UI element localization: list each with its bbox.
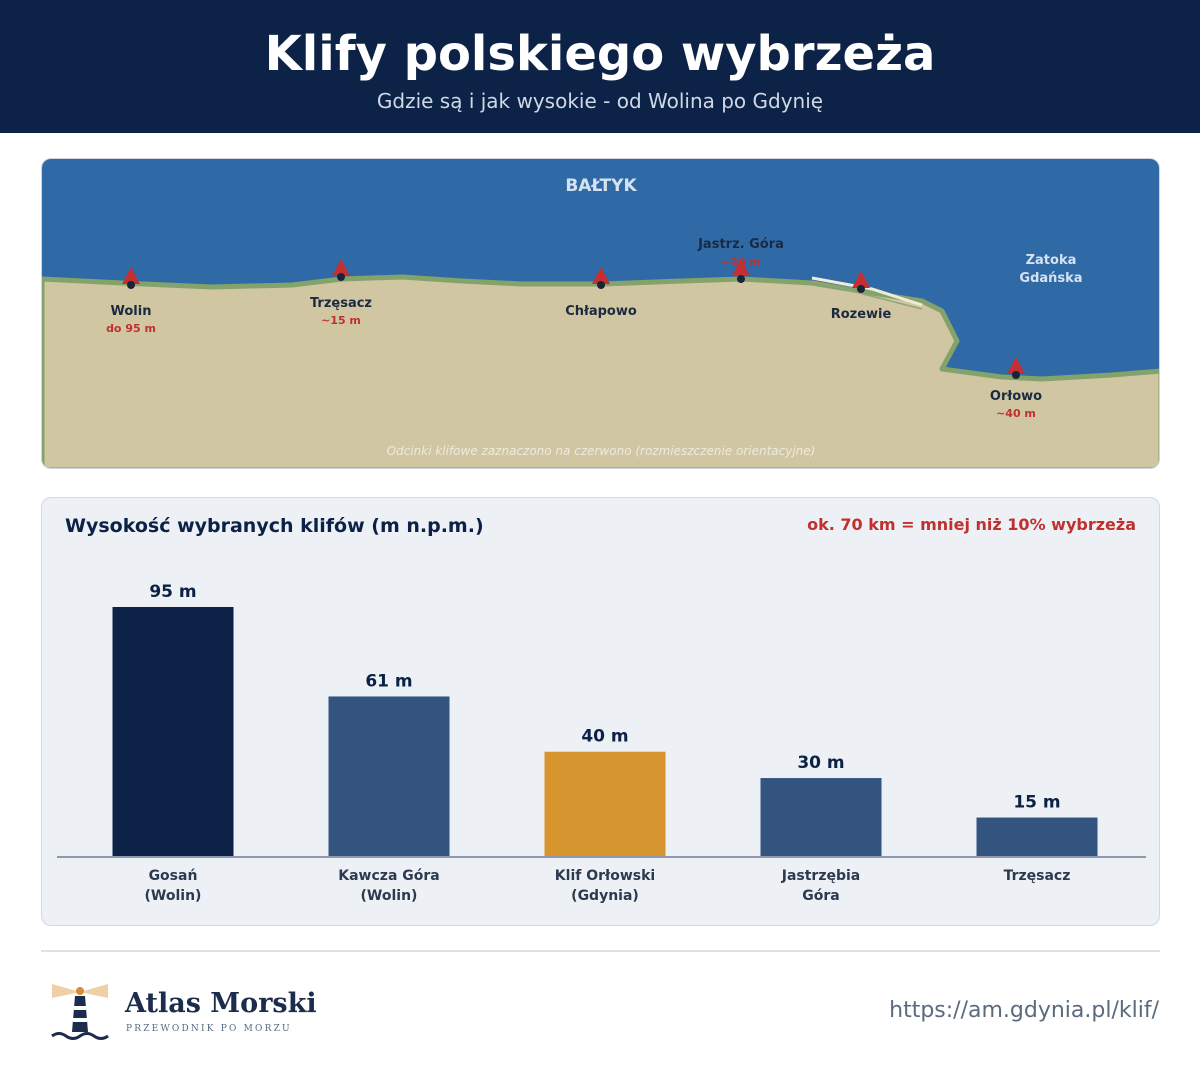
place-dot-chlapowo (597, 281, 605, 289)
footer-divider (41, 950, 1160, 952)
place-dot-jastrzebia (737, 275, 745, 283)
bar-2 (544, 751, 666, 857)
bar-1 (328, 696, 450, 857)
bar-value-label-2: 40 m (581, 727, 628, 747)
brand-name: Atlas Morski (125, 988, 317, 1019)
bar-4 (976, 817, 1098, 857)
place-dot-orlowo (1012, 371, 1020, 379)
bar-value-label-3: 30 m (797, 753, 844, 773)
category-label-2-0: Klif Orłowski (555, 868, 655, 884)
place-name-rozewie: Rozewie (831, 307, 892, 322)
chart-annotation: ok. 70 km = mniej niż 10% wybrzeża (807, 515, 1136, 534)
place-height-orlowo: ~40 m (996, 407, 1036, 420)
cliff-marker-wolin (122, 267, 140, 284)
cliff-marker-jastrzebia (732, 259, 750, 276)
hel-spit-edge (811, 280, 923, 310)
page-subtitle: Gdzie są i jak wysokie - od Wolina po Gd… (376, 89, 824, 113)
cliff-marker-rozewie (852, 271, 870, 288)
bar-value-label-0: 95 m (149, 582, 196, 602)
cliff-marker-orlowo (1007, 357, 1025, 374)
height-chart: Wysokość wybranych klifów (m n.p.m.) ok.… (41, 497, 1160, 926)
bar-0 (112, 607, 234, 857)
coast-map-graphic: BAŁTYK Zatoka Gdańska Wolin do 95 m Trzę… (42, 159, 1159, 468)
category-label-3-0: Jastrzębia (781, 868, 861, 884)
category-label-0-0: Gosań (149, 868, 198, 884)
hel-spit (811, 276, 923, 307)
place-dot-trzesacz (337, 273, 345, 281)
lighthouse-icon (51, 984, 109, 1040)
bar-value-label-1: 61 m (365, 671, 412, 691)
place-name-trzesacz: Trzęsacz (310, 296, 372, 311)
chart-title: Wysokość wybranych klifów (m n.p.m.) (65, 515, 484, 537)
category-label-1-1: (Wolin) (361, 888, 418, 904)
place-name-chlapowo: Chłapowo (565, 304, 637, 319)
place-height-wolin: do 95 m (106, 322, 156, 335)
brand-tagline: PRZEWODNIK PO MORZU (126, 1024, 292, 1034)
place-height-trzesacz: ~15 m (321, 314, 361, 327)
category-label-4-0: Trzęsacz (1004, 868, 1071, 884)
category-label-0-1: (Wolin) (145, 888, 202, 904)
map-note: Odcinki klifowe zaznaczono na czerwono (… (387, 444, 816, 458)
category-label-1-0: Kawcza Góra (338, 868, 439, 884)
bay-label-line2: Gdańska (1019, 271, 1082, 286)
coast-map: BAŁTYK Zatoka Gdańska Wolin do 95 m Trzę… (41, 158, 1160, 469)
bay-label-line1: Zatoka (1026, 253, 1077, 268)
bar-value-label-4: 15 m (1013, 793, 1060, 813)
header-banner: Klify polskiego wybrzeża Gdzie są i jak … (0, 0, 1200, 133)
source-url[interactable]: https://am.gdynia.pl/klif/ (889, 998, 1159, 1023)
category-label-3-1: Góra (802, 888, 839, 904)
place-name-wolin: Wolin (111, 304, 152, 319)
place-dot-rozewie (857, 285, 865, 293)
bar-chart-svg: 95 m Gosań (Wolin) 61 m Kawcza Góra (Wolin) 40… (57, 582, 1146, 904)
sea-label: BAŁTYK (565, 176, 637, 196)
category-label-2-1: (Gdynia) (571, 888, 639, 904)
place-name-orlowo: Orłowo (990, 389, 1042, 404)
bar-3 (760, 778, 882, 857)
place-name-jastrzebia: Jastrz. Góra (697, 237, 784, 252)
cliff-marker-chlapowo (592, 267, 610, 284)
brand-logo: Atlas Morski PRZEWODNIK PO MORZU (48, 980, 317, 1044)
cliff-marker-trzesacz (332, 259, 350, 276)
place-dot-wolin (127, 281, 135, 289)
page-title: Klify polskiego wybrzeża (264, 26, 936, 82)
